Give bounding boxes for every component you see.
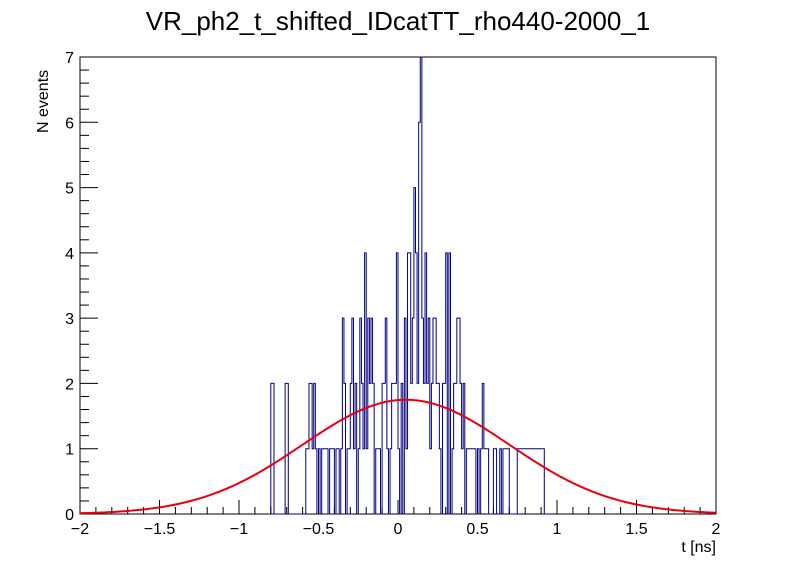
y-tick-label: 0 [65,507,74,524]
y-tick-label: 2 [65,376,74,393]
x-tick-label: 0.5 [466,521,488,538]
y-axis: 0 1 2 3 4 5 6 7 [65,50,98,524]
x-tick-label: −1 [230,521,248,538]
x-axis: −2 −1.5 −1 −0.5 0 0.5 1 1.5 2 [71,500,721,538]
y-axis-label: N events [35,70,52,133]
x-axis-label: t [ns] [681,539,716,556]
x-tick-label: −1.5 [144,521,176,538]
y-tick-label: 3 [65,311,74,328]
histogram-series [270,56,548,515]
x-tick-label: 2 [712,521,721,538]
y-tick-label: 1 [65,442,74,459]
x-tick-label: 1 [553,521,562,538]
x-tick-label: −0.5 [303,521,335,538]
y-tick-label: 5 [65,181,74,198]
y-tick-label: 4 [65,246,74,263]
x-tick-label: 1.5 [625,521,647,538]
x-tick-label: 0 [394,521,403,538]
y-tick-label: 6 [65,115,74,132]
x-tick-label: −2 [71,521,89,538]
gaussian-fit-curve [79,398,717,515]
y-tick-label: 7 [65,50,74,67]
chart-title: VR_ph2_t_shifted_IDcatTT_rho440-2000_1 [146,6,650,36]
